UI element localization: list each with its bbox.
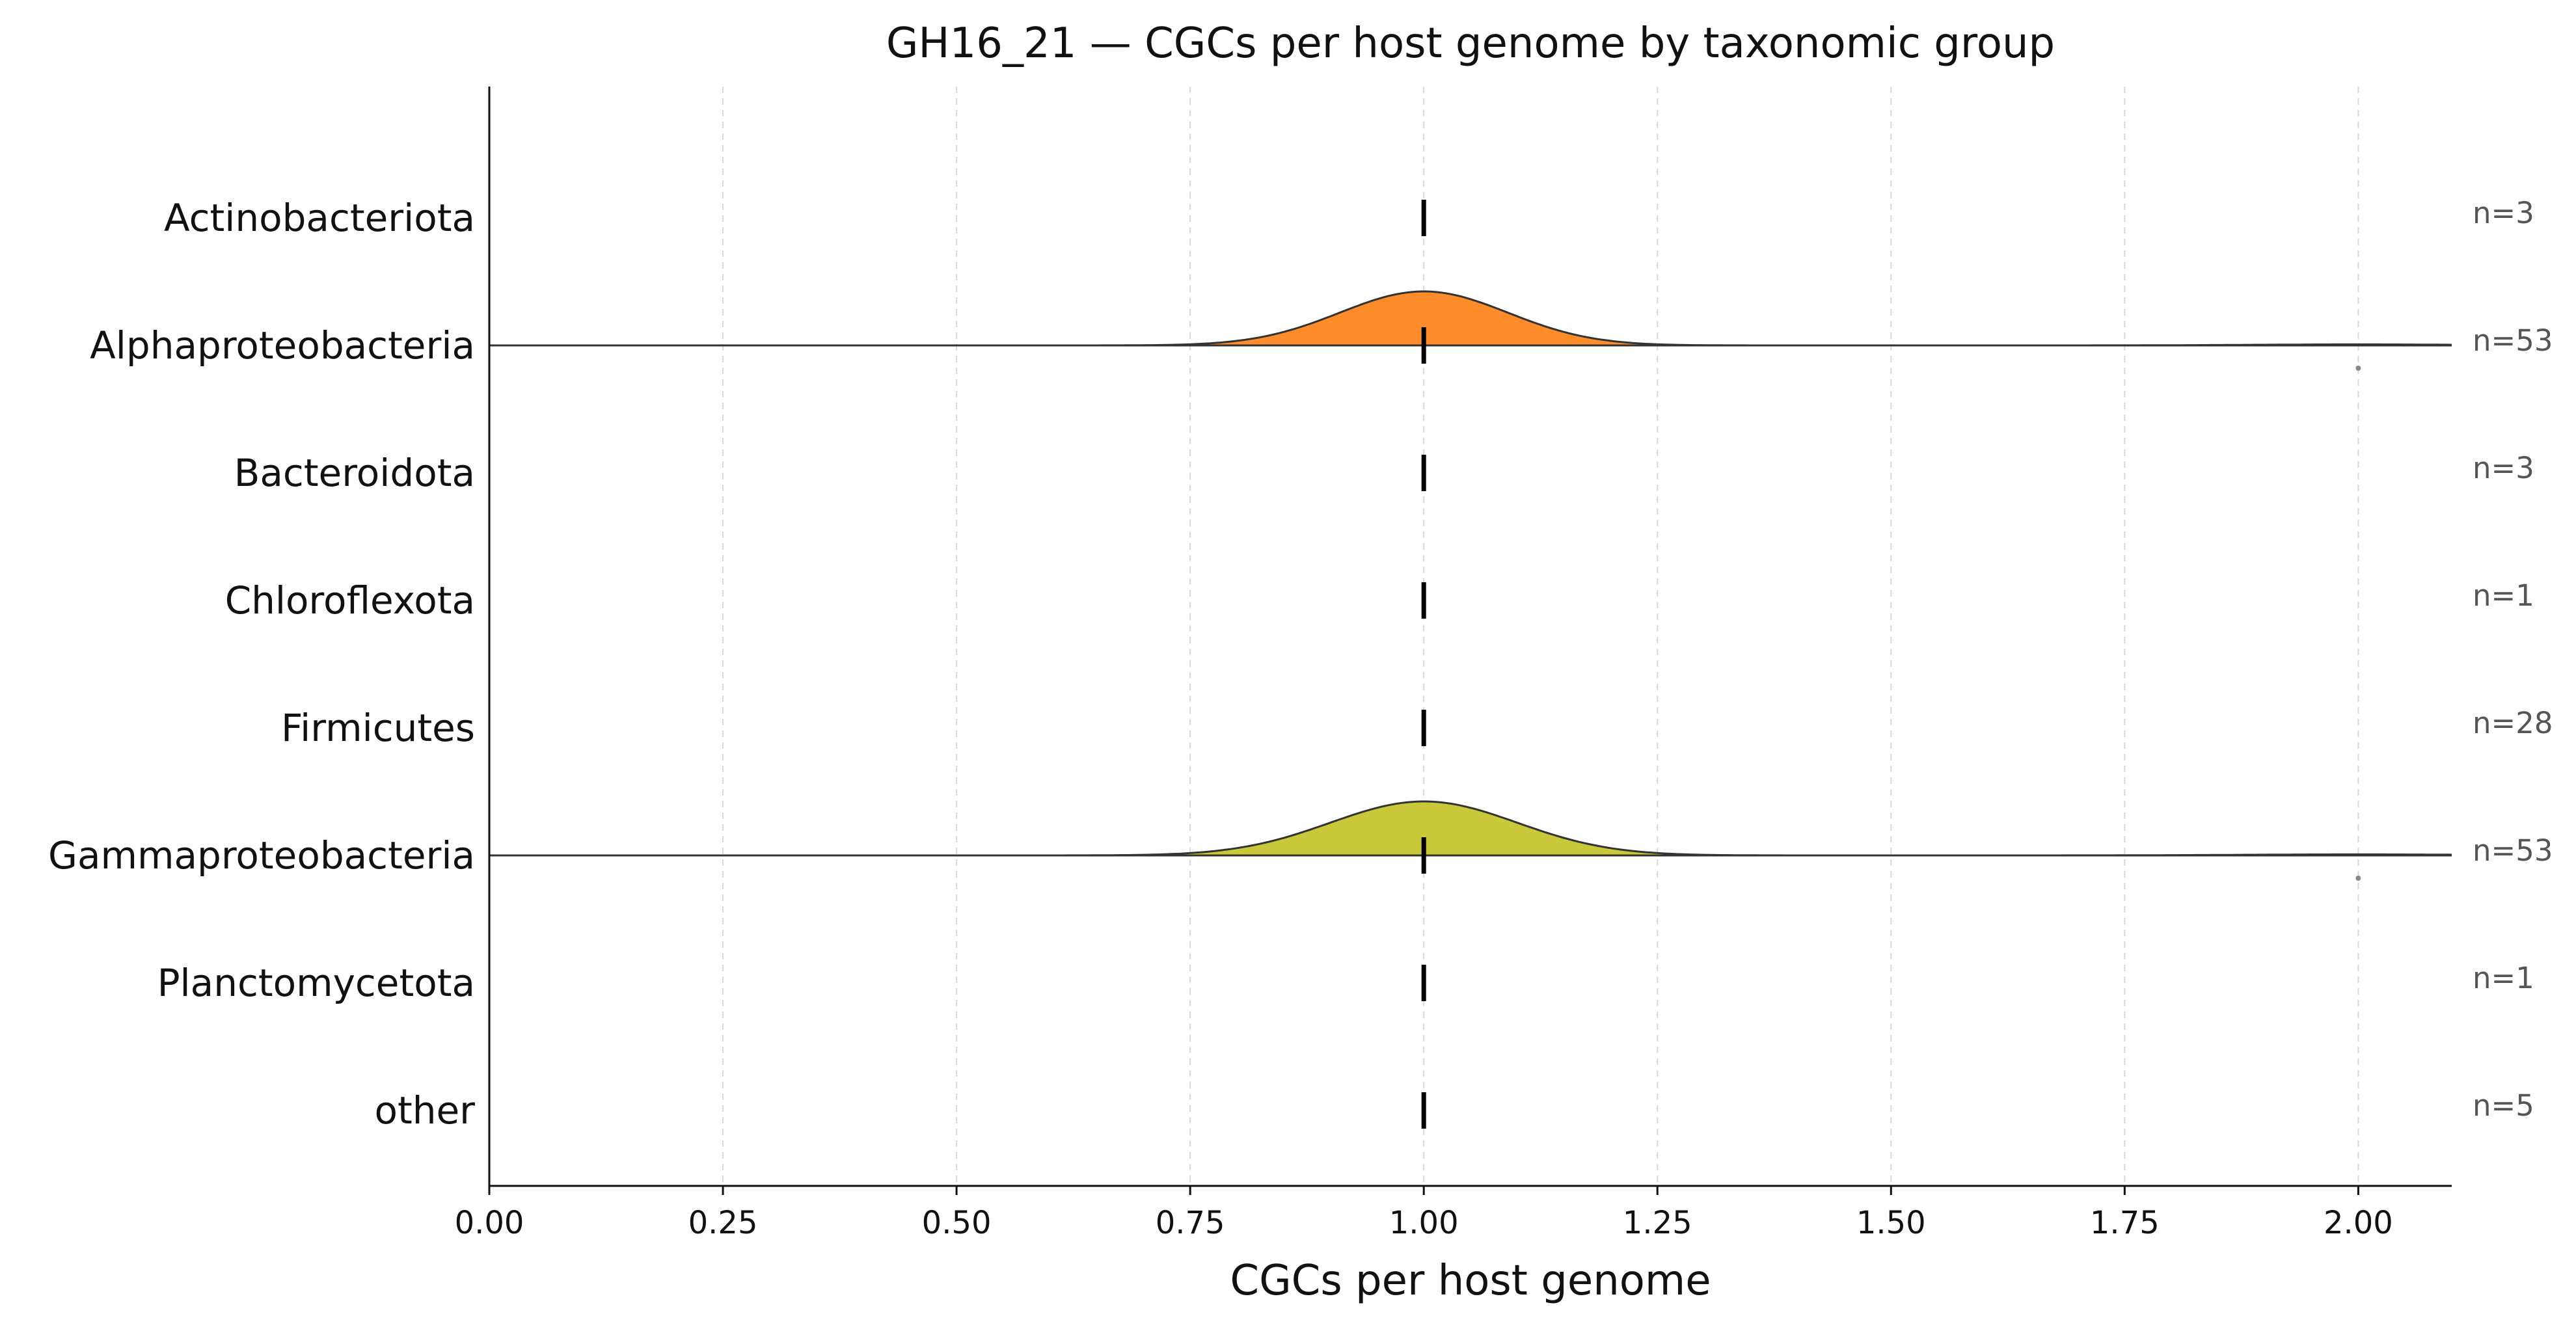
density-fill — [489, 291, 2452, 345]
grid-lines — [722, 87, 2359, 1186]
n-label: n=3 — [2473, 451, 2534, 485]
x-tick-label: 1.75 — [2090, 1205, 2160, 1241]
n-label: n=1 — [2473, 578, 2534, 613]
x-tick-label: 0.50 — [922, 1205, 992, 1241]
category-label: Alphaproteobacteria — [90, 323, 475, 368]
category-label: Firmicutes — [281, 706, 475, 750]
outlier-point — [2355, 366, 2361, 371]
n-label: n=28 — [2473, 706, 2553, 740]
n-label: n=53 — [2473, 833, 2553, 868]
x-ticks: 0.00 0.25 0.50 0.75 1.00 1.25 1.50 1.75 2.00 — [455, 1186, 2393, 1241]
density-fill — [489, 801, 2452, 855]
outlier-point — [2355, 876, 2361, 881]
n-label: n=3 — [2473, 196, 2534, 230]
axes — [488, 87, 2452, 1187]
x-tick-label: 0.00 — [455, 1205, 524, 1241]
x-tick-label: 1.25 — [1623, 1205, 1692, 1241]
chart-title: GH16_21 — CGCs per host genome by taxono… — [886, 20, 2055, 68]
category-label: Bacteroidota — [234, 451, 475, 495]
x-tick-label: 0.25 — [688, 1205, 758, 1241]
category-labels: Actinobacteriota Alphaproteobacteria Bacte… — [48, 196, 475, 1133]
category-label: Planctomycetota — [157, 961, 475, 1005]
x-tick-label: 2.00 — [2324, 1205, 2393, 1241]
density-ridges — [489, 290, 2452, 881]
category-label: Actinobacteriota — [164, 196, 475, 240]
n-label: n=5 — [2473, 1088, 2534, 1123]
category-label: other — [374, 1088, 475, 1133]
n-label: n=53 — [2473, 323, 2553, 358]
category-label: Gammaproteobacteria — [48, 833, 475, 878]
n-label: n=1 — [2473, 961, 2534, 995]
category-label: Chloroflexota — [225, 578, 475, 623]
x-tick-label: 1.50 — [1856, 1205, 1926, 1241]
x-axis-label: CGCs per host genome — [1230, 1257, 1711, 1305]
n-labels: n=3 n=53 n=3 n=1 n=28 n=53 n=1 n=5 — [2473, 196, 2553, 1123]
x-tick-label: 0.75 — [1156, 1205, 1225, 1241]
x-tick-label: 1.00 — [1389, 1205, 1459, 1241]
